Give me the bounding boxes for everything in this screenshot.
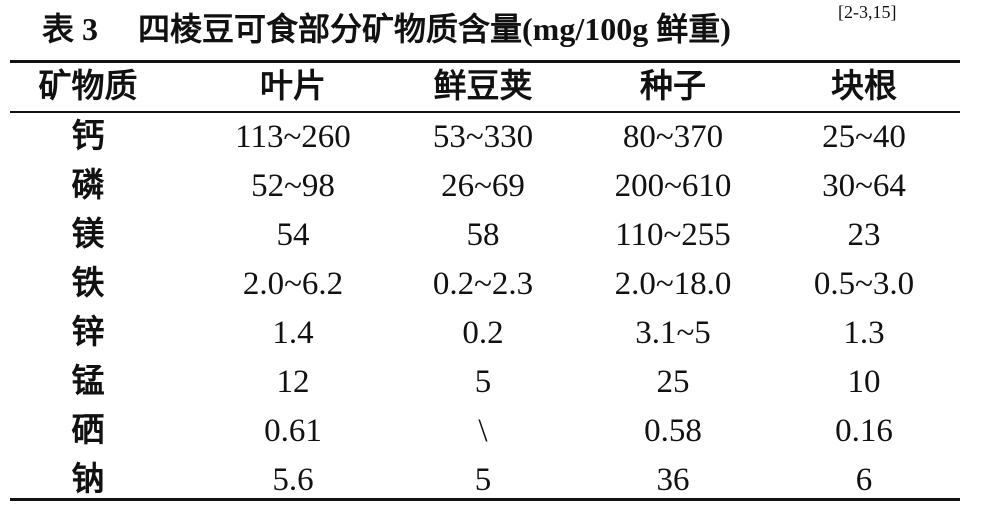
row-label: 硒	[71, 413, 105, 449]
cell-value: \	[478, 413, 488, 449]
header-cell: 种子	[640, 69, 706, 105]
cell-value: 25	[656, 364, 690, 400]
cell-value: 12	[276, 364, 310, 400]
row-label: 磷	[71, 168, 105, 204]
cell-value: 0.58	[644, 413, 702, 449]
cell-value: 110~255	[615, 217, 731, 253]
top-rule	[10, 60, 960, 63]
row-label: 钙	[71, 119, 105, 155]
cell-value: 5	[474, 364, 492, 400]
header-cell: 块根	[831, 69, 897, 105]
cell-value: 5.6	[272, 462, 314, 498]
cell-value: 53~330	[432, 119, 534, 155]
cell-value: 0.2	[462, 315, 504, 351]
cell-value: 54	[276, 217, 310, 253]
caption-citation: [2-3,15]	[838, 2, 897, 22]
caption-title: 四棱豆可食部分矿物质含量(mg/100g 鲜重)	[138, 11, 731, 47]
row-label: 铁	[71, 266, 105, 302]
header-cell: 鲜豆荚	[433, 69, 533, 105]
header-cell: 矿物质	[38, 69, 138, 105]
cell-value: 113~260	[235, 119, 351, 155]
row-label: 锰	[71, 364, 105, 400]
cell-value: 3.1~5	[635, 315, 711, 351]
header-rule	[10, 111, 960, 113]
row-label: 镁	[71, 217, 105, 253]
cell-value: 58	[466, 217, 500, 253]
cell-value: 26~69	[441, 168, 525, 204]
bottom-rule	[10, 498, 960, 501]
cell-value: 36	[656, 462, 690, 498]
cell-value: 0.5~3.0	[813, 266, 915, 302]
cell-value: 0.2~2.3	[432, 266, 534, 302]
cell-value: 6	[855, 462, 873, 498]
cell-value: 30~64	[822, 168, 906, 204]
row-label: 钠	[71, 462, 105, 498]
cell-value: 10	[847, 364, 881, 400]
cell-value: 1.4	[272, 315, 314, 351]
cell-value: 23	[847, 217, 881, 253]
cell-value: 25~40	[822, 119, 906, 155]
cell-value: 80~370	[622, 119, 724, 155]
cell-value: 5	[474, 462, 492, 498]
cell-value: 2.0~18.0	[614, 266, 732, 302]
row-label: 锌	[71, 315, 105, 351]
cell-value: 1.3	[843, 315, 885, 351]
cell-value: 2.0~6.2	[242, 266, 344, 302]
cell-value: 0.16	[835, 413, 893, 449]
caption-label: 表 3	[42, 11, 99, 47]
header-cell: 叶片	[260, 69, 326, 105]
cell-value: 0.61	[264, 413, 322, 449]
cell-value: 200~610	[614, 168, 732, 204]
cell-value: 52~98	[251, 168, 335, 204]
